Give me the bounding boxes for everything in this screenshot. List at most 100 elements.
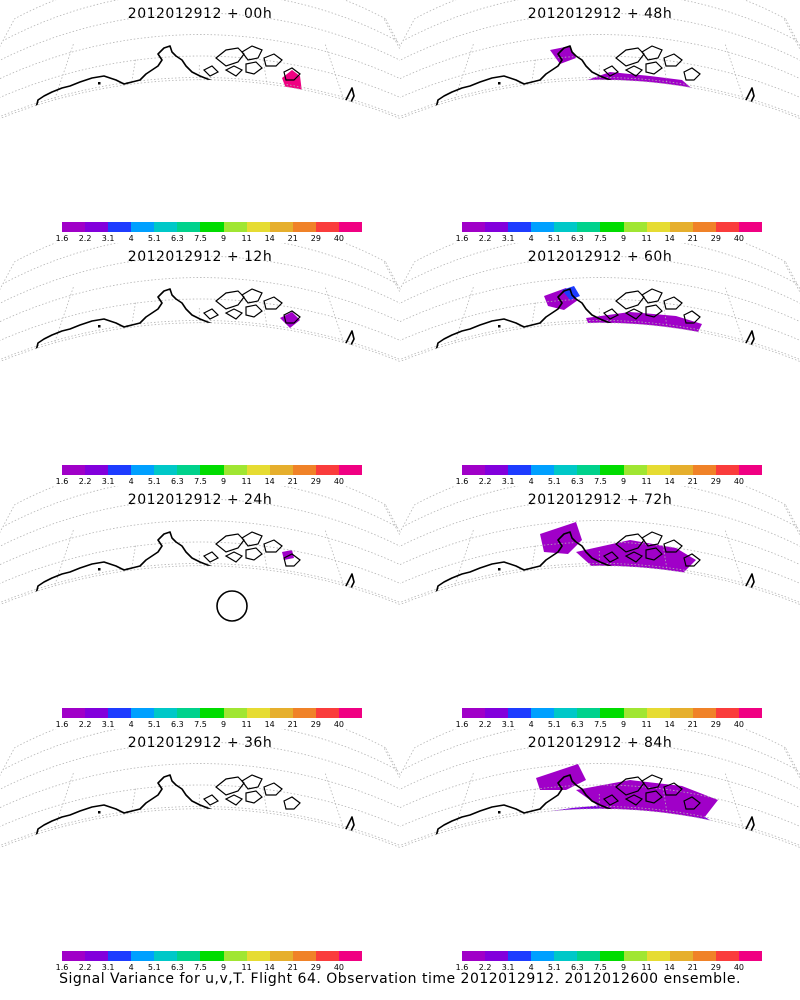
colorbar-tick-label: 3.1 (101, 720, 115, 729)
signal-region (280, 312, 300, 328)
colorbar-swatch (269, 951, 294, 961)
colorbar-tick-label: 21 (287, 963, 298, 972)
colorbar-swatch (338, 708, 363, 718)
colorbar-swatch (531, 222, 555, 232)
colorbar-tick-label: 11 (241, 963, 252, 972)
panel-title: 2012012912 + 36h (127, 735, 273, 751)
colorbar-swatch (715, 951, 740, 961)
colorbar-swatch (531, 708, 555, 718)
colorbar-tick-label: 14 (264, 963, 275, 972)
colorbar-swatch (108, 951, 132, 961)
colorbar-swatch (292, 465, 317, 475)
colorbar-tick-label: 21 (687, 477, 698, 486)
colorbar-tick-label: 9 (220, 963, 227, 972)
colorbar-tick-label: 1.6 (55, 234, 69, 243)
signal-region (550, 112, 636, 143)
colorbar-swatch (292, 951, 317, 961)
colorbar-tick-label: 14 (664, 477, 675, 486)
colorbar-tick-label: 4 (528, 234, 534, 243)
colorbar-swatch (131, 222, 155, 232)
colorbar-tick-label: 1.6 (455, 234, 469, 243)
panel-title: 2012012912 + 12h (127, 249, 273, 265)
colorbar-swatch (554, 222, 578, 232)
colorbar-tick-label: 2.2 (78, 234, 92, 243)
colorbar-tick-label: 9 (220, 234, 227, 243)
colorbar-swatch (200, 708, 225, 718)
map-canvas (400, 729, 800, 872)
colorbar-swatch (692, 951, 717, 961)
colorbar-swatch (508, 222, 532, 232)
colorbar-tick-label: 29 (310, 477, 321, 486)
colorbar-swatch (200, 951, 225, 961)
colorbar: 1.6 2.2 3.1 4 5.1 6.3 7.5 9 11 14 21 29 40 (56, 465, 363, 486)
colorbar-tick-label: 5.1 (547, 234, 561, 243)
colorbar-swatch (85, 951, 109, 961)
colorbar-tick-label: 5.1 (547, 720, 561, 729)
colorbar-tick-label: 4 (128, 477, 134, 486)
colorbar: 1.6 2.2 3.1 4 5.1 6.3 7.5 9 11 14 21 29 40 (56, 222, 363, 243)
colorbar-tick-label: 7.5 (594, 234, 607, 243)
colorbar-tick-label: 7.5 (594, 720, 607, 729)
colorbar-swatch (62, 222, 86, 232)
colorbar-tick-label: 6.3 (571, 963, 584, 972)
map-panel: 2012012912 + 00h 1.6 2.2 3.1 4 5.1 6.3 7.5 9 11 14… (0, 0, 400, 250)
colorbar-swatch (462, 222, 486, 232)
colorbar-tick-label: 11 (641, 234, 652, 243)
colorbar-tick-label: 11 (641, 720, 652, 729)
colorbar-tick-label: 40 (733, 720, 745, 729)
colorbar-swatch (108, 465, 132, 475)
signal-region (586, 592, 614, 616)
map-canvas (0, 243, 400, 386)
colorbar-tick-label: 40 (333, 963, 345, 972)
colorbar-tick-label: 40 (733, 234, 745, 243)
colorbar-tick-label: 4 (128, 234, 134, 243)
colorbar-swatch (646, 465, 671, 475)
colorbar-tick-label: 21 (687, 234, 698, 243)
colorbar-swatch (738, 465, 763, 475)
colorbar-tick-label: 1.6 (455, 720, 469, 729)
colorbar-swatch (223, 222, 248, 232)
colorbar-swatch (85, 465, 109, 475)
colorbar-tick-label: 9 (620, 477, 627, 486)
colorbar-tick-label: 7.5 (194, 720, 207, 729)
colorbar-tick-label: 7.5 (194, 963, 207, 972)
colorbar-tick-label: 14 (664, 720, 675, 729)
coastline (28, 531, 355, 629)
colorbar-tick-label: 29 (710, 234, 721, 243)
map-canvas (0, 729, 400, 872)
signal-region (662, 336, 684, 372)
colorbar-swatch (692, 708, 717, 718)
colorbar-tick-label: 14 (664, 963, 675, 972)
map-canvas (400, 243, 800, 386)
colorbar-swatch (154, 465, 178, 475)
colorbar-swatch (292, 708, 317, 718)
map-panel: 2012012912 + 60h 1.6 2.2 3.1 4 5.1 6.3 7.5 9 11 14… (400, 243, 800, 493)
colorbar-swatch (177, 222, 201, 232)
colorbar-swatch (554, 708, 578, 718)
colorbar-swatch (738, 708, 763, 718)
colorbar-tick-label: 3.1 (501, 234, 515, 243)
colorbar-swatch (531, 951, 555, 961)
colorbar-tick-label: 21 (687, 963, 698, 972)
colorbar-swatch (200, 222, 225, 232)
colorbar-swatch (531, 465, 555, 475)
colorbar-swatch (600, 708, 625, 718)
signal-region (576, 780, 718, 818)
colorbar-swatch (554, 951, 578, 961)
colorbar-swatch (715, 708, 740, 718)
colorbar-tick-label: 6.3 (571, 234, 584, 243)
colorbar-swatch (738, 222, 763, 232)
colorbar-tick-label: 1.6 (55, 477, 69, 486)
colorbar-swatch (315, 951, 340, 961)
colorbar-swatch (692, 222, 717, 232)
colorbar-swatch (508, 465, 532, 475)
colorbar-tick-label: 4 (528, 477, 534, 486)
colorbar-tick-label: 2.2 (478, 963, 492, 972)
colorbar-tick-label: 2.2 (78, 963, 92, 972)
colorbar-swatch (154, 222, 178, 232)
colorbar-swatch (485, 708, 509, 718)
colorbar-tick-label: 11 (241, 477, 252, 486)
colorbar-tick-label: 4 (128, 720, 134, 729)
colorbar-swatch (269, 222, 294, 232)
map-canvas (0, 486, 400, 629)
